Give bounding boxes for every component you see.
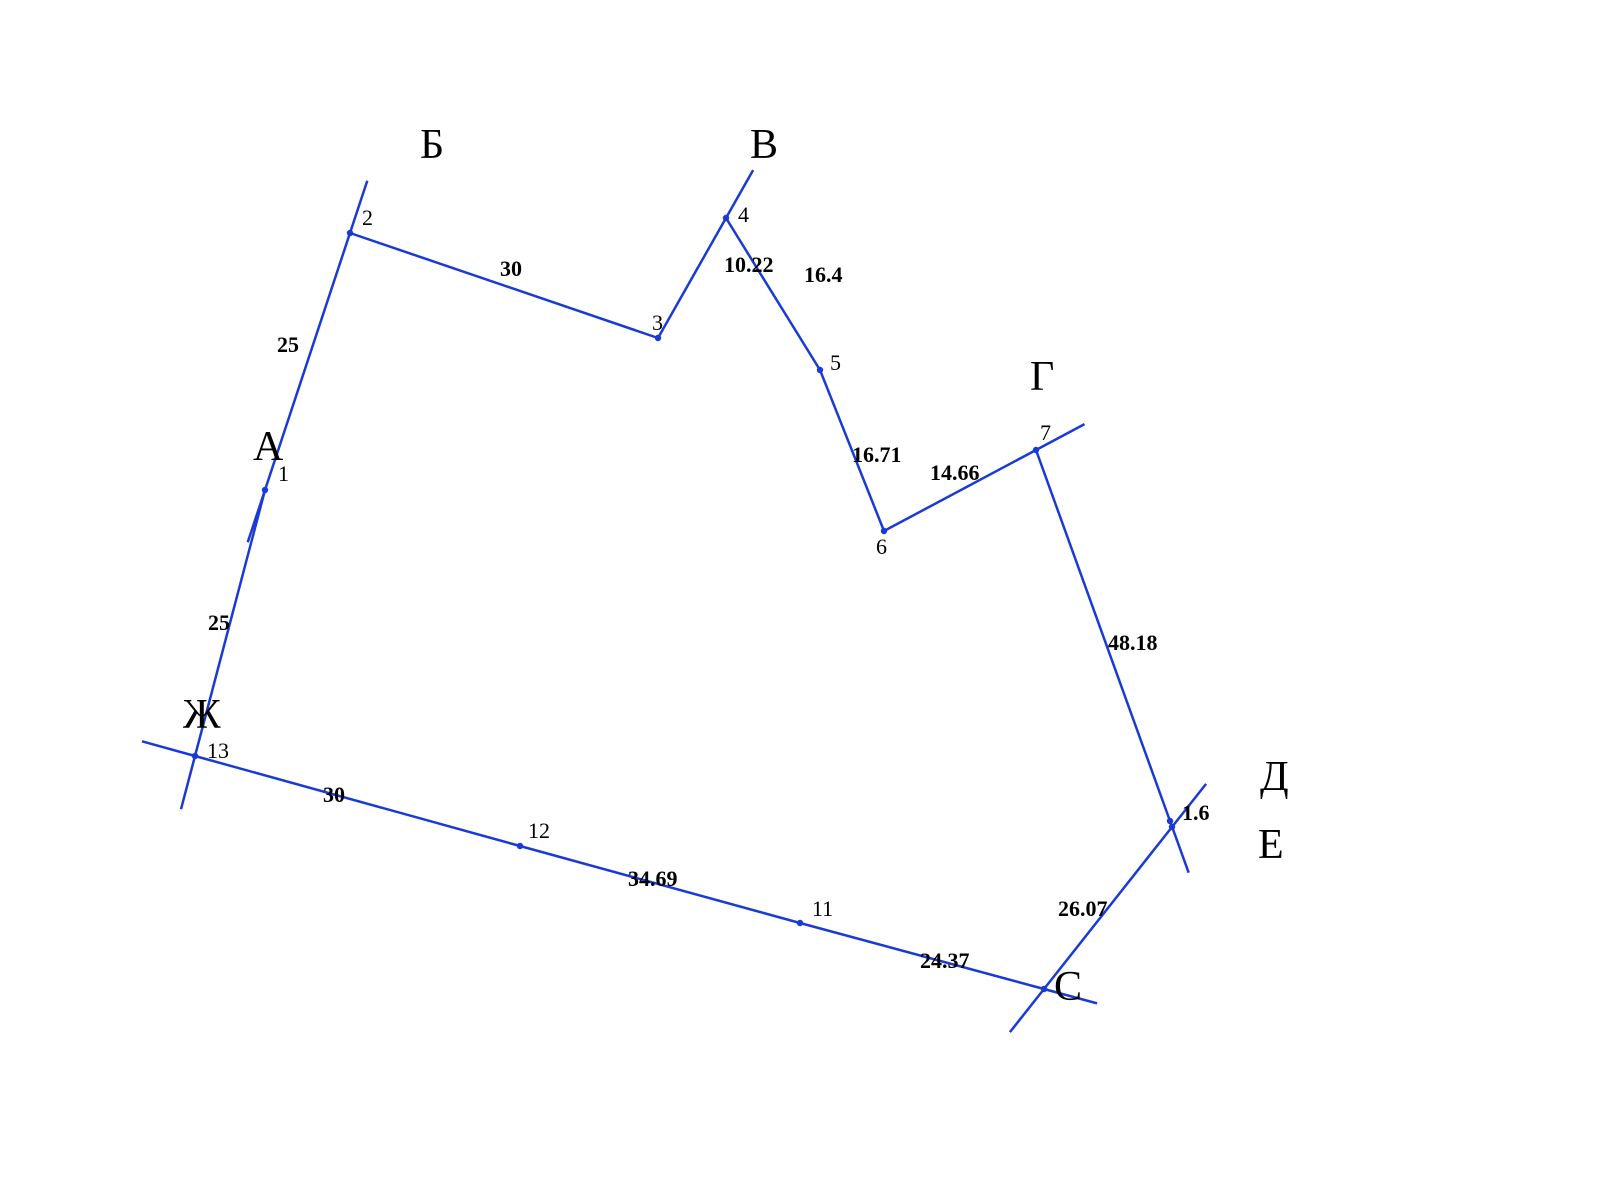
edge-length-label: 16.71 [852, 442, 902, 467]
point-number-label: 13 [207, 738, 229, 763]
node-point [797, 920, 803, 926]
node-point [1033, 447, 1039, 453]
point-number-label: 7 [1040, 420, 1051, 445]
point-number-label: 4 [738, 202, 749, 227]
edge-length-label: 10.22 [724, 252, 774, 277]
external-tick-layer [142, 170, 1206, 1032]
node-point [517, 843, 523, 849]
edge-length-label: 14.66 [930, 460, 980, 485]
node-point [192, 753, 198, 759]
node-point [1167, 818, 1173, 824]
edge [350, 233, 658, 338]
edge-layer [195, 218, 1172, 989]
vertex-letter-label: А [253, 424, 284, 470]
node-point [723, 215, 729, 221]
edge-length-label: 48.18 [1108, 630, 1158, 655]
vertex-letter-label: Б [420, 122, 444, 168]
edge [658, 218, 726, 338]
edge-length-label: 24.37 [920, 948, 970, 973]
tick-mark [142, 741, 195, 756]
edge-length-label: 25 [277, 332, 299, 357]
edge-length-label: 30 [500, 256, 522, 281]
edge-length-label: 25 [208, 610, 230, 635]
node-point [817, 367, 823, 373]
label-layer: 253010.2216.416.7114.6648.181.626.0724.3… [183, 122, 1289, 1010]
point-number-label: 12 [528, 818, 550, 843]
geometry-diagram: 253010.2216.416.7114.6648.181.626.0724.3… [0, 0, 1600, 1200]
vertex-letter-label: Е [1258, 822, 1284, 868]
edge-length-label: 30 [323, 782, 345, 807]
node-point [1169, 824, 1175, 830]
node-point [655, 335, 661, 341]
vertex-letter-label: Г [1030, 354, 1054, 400]
point-number-label: 3 [652, 310, 663, 335]
vertex-letter-label: Ж [183, 692, 221, 738]
tick-mark [1010, 989, 1044, 1032]
edge [726, 218, 820, 370]
vertex-letter-label: Д [1260, 754, 1289, 800]
edge-length-label: 26.07 [1058, 896, 1108, 921]
edge-length-label: 1.6 [1182, 800, 1210, 825]
point-number-label: 2 [362, 205, 373, 230]
edge-length-label: 34.69 [628, 866, 678, 891]
edge [195, 756, 520, 846]
node-point [1041, 986, 1047, 992]
vertex-letter-label: С [1054, 964, 1082, 1010]
vertex-letter-label: В [750, 122, 778, 168]
node-point [262, 487, 268, 493]
point-number-label: 11 [812, 896, 833, 921]
edge-length-label: 16.4 [804, 262, 843, 287]
point-number-label: 6 [876, 534, 887, 559]
node-layer [192, 215, 1175, 992]
node-point [347, 230, 353, 236]
tick-mark [181, 756, 195, 809]
point-number-label: 5 [830, 350, 841, 375]
